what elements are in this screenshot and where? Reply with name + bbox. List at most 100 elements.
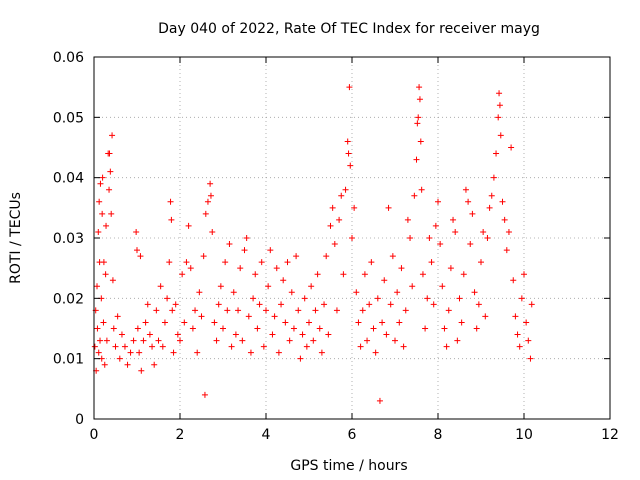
data-point xyxy=(263,307,269,314)
data-point xyxy=(432,222,439,229)
data-point xyxy=(100,319,107,326)
data-point xyxy=(374,295,381,302)
data-point xyxy=(224,307,231,314)
data-point xyxy=(303,343,310,350)
data-point xyxy=(471,289,478,296)
data-point xyxy=(323,253,330,260)
data-point xyxy=(496,102,503,109)
data-point xyxy=(97,180,104,187)
data-point xyxy=(389,253,396,260)
data-point xyxy=(142,319,149,326)
data-point xyxy=(144,301,151,308)
data-point xyxy=(424,295,431,302)
data-point xyxy=(370,325,377,332)
data-point xyxy=(220,325,226,332)
data-point xyxy=(301,295,308,302)
data-point xyxy=(465,198,472,205)
data-point xyxy=(411,192,418,199)
data-point xyxy=(153,307,160,314)
data-point xyxy=(138,367,145,374)
y-axis-label: ROTI / TECUs xyxy=(8,192,24,284)
data-point xyxy=(460,271,467,278)
data-point xyxy=(170,349,177,356)
data-point xyxy=(361,271,368,278)
data-point xyxy=(271,313,278,320)
data-point xyxy=(134,325,141,332)
data-point xyxy=(118,331,125,338)
data-point xyxy=(499,198,506,205)
data-point xyxy=(527,355,534,362)
data-point xyxy=(290,325,297,332)
data-point xyxy=(103,222,110,229)
data-point xyxy=(342,186,349,193)
data-point xyxy=(103,337,110,344)
data-point xyxy=(250,295,257,302)
data-point xyxy=(181,319,188,326)
data-point xyxy=(159,343,166,350)
data-point xyxy=(280,277,287,284)
data-point xyxy=(196,289,203,296)
data-point xyxy=(260,343,267,350)
data-point xyxy=(177,337,183,344)
data-point xyxy=(321,301,328,308)
data-point xyxy=(518,295,525,302)
data-point xyxy=(169,307,176,314)
data-point xyxy=(394,289,401,296)
data-point xyxy=(351,204,358,211)
y-tick-label: 0.06 xyxy=(53,50,84,66)
data-point xyxy=(312,307,319,314)
data-point xyxy=(516,343,523,350)
data-point xyxy=(501,216,508,223)
data-point xyxy=(467,241,474,248)
data-point xyxy=(174,331,181,338)
x-tick-label: 6 xyxy=(348,427,357,443)
data-point xyxy=(484,235,491,241)
data-point xyxy=(407,235,414,241)
data-point xyxy=(525,337,532,344)
data-point xyxy=(130,337,137,344)
data-point xyxy=(121,343,128,350)
data-point xyxy=(99,174,106,181)
data-point xyxy=(333,307,340,314)
data-point xyxy=(415,114,422,121)
data-point xyxy=(443,343,450,350)
data-point xyxy=(366,301,373,308)
data-point xyxy=(241,247,248,254)
data-point xyxy=(106,186,113,193)
data-point xyxy=(523,319,530,326)
data-point xyxy=(124,361,131,368)
data-point xyxy=(349,235,355,241)
data-point xyxy=(267,247,274,254)
x-axis-label: GPS time / hours xyxy=(290,458,407,474)
data-point xyxy=(114,313,121,320)
data-point xyxy=(185,222,192,229)
data-point xyxy=(357,343,364,350)
data-point xyxy=(100,259,107,266)
data-point xyxy=(157,283,164,290)
data-point xyxy=(179,271,186,278)
data-point xyxy=(508,144,515,151)
data-point xyxy=(383,331,390,338)
data-point xyxy=(376,397,383,404)
data-point xyxy=(469,210,476,217)
data-point xyxy=(106,150,113,157)
data-point xyxy=(430,301,437,308)
chart-title: Day 040 of 2022, Rate Of TEC Index for r… xyxy=(158,21,540,37)
data-point xyxy=(94,325,101,332)
data-point xyxy=(482,313,489,320)
data-point xyxy=(497,132,504,139)
data-point xyxy=(295,307,302,314)
data-point xyxy=(478,259,484,266)
data-point xyxy=(521,271,527,278)
data-point xyxy=(200,253,207,260)
data-point xyxy=(198,313,205,320)
data-point xyxy=(486,204,493,211)
data-point xyxy=(336,216,343,223)
data-point xyxy=(192,307,199,314)
data-point xyxy=(172,301,179,308)
data-point xyxy=(207,192,214,199)
data-point xyxy=(204,198,211,205)
data-point xyxy=(211,319,218,326)
data-point xyxy=(458,319,465,326)
